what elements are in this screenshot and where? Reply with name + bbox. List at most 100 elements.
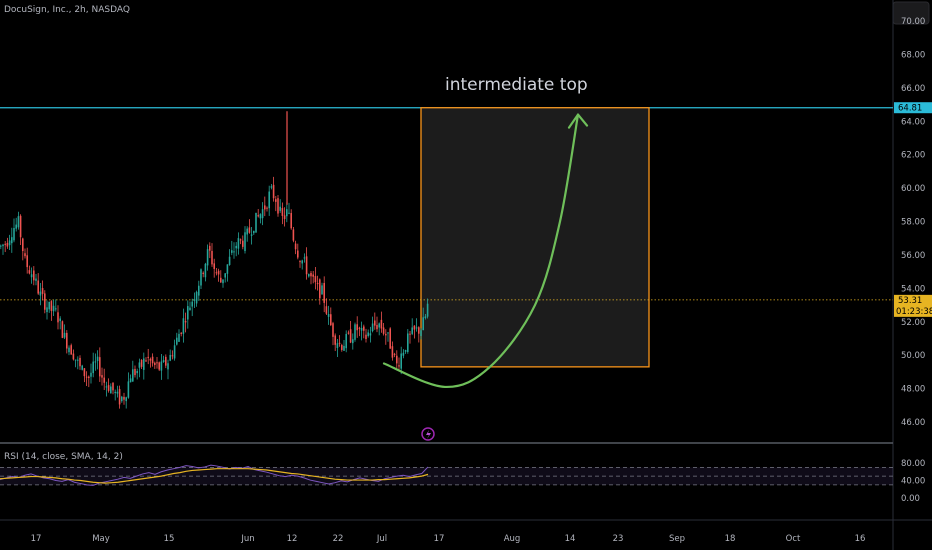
candle-body bbox=[378, 323, 380, 328]
candle-body bbox=[272, 184, 275, 199]
rsi-ma-line bbox=[0, 468, 429, 484]
candle-body bbox=[283, 215, 286, 220]
candle-body bbox=[107, 385, 110, 391]
current-price-label: 53.31 bbox=[898, 296, 922, 306]
time-tick-label: Oct bbox=[786, 534, 801, 544]
price-axis: 46.00 48.00 50.00 52.00 54.00 56.00 58.00 60.00… bbox=[901, 17, 925, 428]
candle-body bbox=[303, 257, 306, 259]
candle-body bbox=[178, 333, 180, 342]
candle-body bbox=[209, 245, 211, 251]
candle-body bbox=[413, 325, 416, 330]
candle-body bbox=[182, 318, 185, 334]
candle-body bbox=[220, 277, 222, 283]
candle-body bbox=[202, 272, 204, 274]
candle-body bbox=[44, 293, 46, 310]
price-tick-label: 68.00 bbox=[901, 50, 925, 60]
candle-body bbox=[41, 288, 44, 294]
candle-body bbox=[239, 239, 242, 241]
candle-body bbox=[382, 327, 385, 334]
candle-body bbox=[132, 369, 134, 382]
candle-body bbox=[246, 228, 248, 235]
candle-body bbox=[50, 301, 53, 311]
candle-body bbox=[244, 232, 246, 252]
candle-body bbox=[358, 327, 361, 329]
candle-body bbox=[83, 368, 86, 377]
candle-body bbox=[48, 301, 50, 310]
price-tick-label: 70.00 bbox=[901, 17, 925, 27]
candle-body bbox=[299, 261, 301, 263]
arrow-head-icon bbox=[567, 113, 589, 129]
candle-body bbox=[162, 360, 165, 362]
candle-body bbox=[160, 361, 163, 371]
candle-body bbox=[129, 378, 132, 383]
candle-body bbox=[250, 234, 253, 236]
candle-body bbox=[345, 333, 347, 349]
candle-body bbox=[374, 320, 376, 326]
candle-body bbox=[266, 207, 268, 209]
candle-body bbox=[215, 272, 218, 274]
candle-body bbox=[294, 243, 297, 250]
candles bbox=[0, 111, 429, 409]
candle-body bbox=[253, 230, 255, 234]
candle-body bbox=[13, 228, 15, 241]
candle-body bbox=[387, 332, 389, 334]
candle-body bbox=[352, 339, 354, 344]
candle-body bbox=[396, 355, 398, 364]
candle-body bbox=[52, 305, 55, 312]
candle-body bbox=[316, 283, 319, 285]
candle-body bbox=[305, 256, 308, 275]
candle-body bbox=[391, 346, 394, 358]
price-tick-label: 46.00 bbox=[901, 418, 925, 428]
candle-body bbox=[88, 376, 90, 379]
candle-body bbox=[39, 291, 42, 296]
candle-body bbox=[314, 276, 317, 283]
candle-body bbox=[85, 376, 88, 378]
candle-body bbox=[79, 357, 81, 367]
price-tick-label: 64.00 bbox=[901, 117, 925, 127]
candle-body bbox=[184, 321, 187, 323]
candle-body bbox=[165, 356, 167, 366]
candle-body bbox=[99, 357, 101, 377]
candle-body bbox=[347, 332, 350, 334]
candle-body bbox=[292, 229, 295, 241]
target-box[interactable] bbox=[420, 107, 650, 368]
rsi-tick-label: 40.00 bbox=[901, 477, 925, 487]
candle-body bbox=[224, 273, 226, 278]
candle-body bbox=[94, 361, 97, 363]
candle-body bbox=[323, 283, 325, 303]
price-tick-label: 60.00 bbox=[901, 184, 925, 194]
candle-body bbox=[19, 215, 22, 238]
candle-body bbox=[193, 299, 196, 301]
candle-body bbox=[72, 353, 75, 360]
candle-body bbox=[180, 332, 182, 334]
candle-body bbox=[8, 240, 11, 246]
candle-body bbox=[264, 205, 266, 210]
candle-body bbox=[189, 307, 191, 311]
price-tick-label: 62.00 bbox=[901, 151, 925, 161]
candle-body bbox=[101, 375, 103, 378]
time-tick-label: Jul bbox=[376, 534, 387, 544]
candle-body bbox=[288, 212, 290, 214]
intermediate-top-annotation[interactable]: intermediate top bbox=[445, 75, 588, 95]
candle-body bbox=[226, 264, 229, 274]
candle-body bbox=[257, 215, 259, 217]
time-tick-label: Aug bbox=[504, 534, 521, 544]
candle-body bbox=[2, 244, 4, 247]
rsi-band bbox=[0, 467, 893, 485]
candle-body bbox=[74, 359, 77, 361]
projection-arrow[interactable] bbox=[382, 113, 580, 389]
candle-body bbox=[327, 313, 330, 317]
candle-body bbox=[290, 213, 292, 229]
candle-body bbox=[354, 324, 356, 340]
candle-body bbox=[426, 303, 429, 317]
candle-body bbox=[105, 386, 108, 388]
candle-body bbox=[55, 308, 57, 310]
candle-body bbox=[125, 397, 127, 402]
candle-body bbox=[301, 260, 303, 264]
candle-body bbox=[198, 285, 200, 296]
candle-body bbox=[46, 307, 48, 313]
candle-body bbox=[235, 245, 237, 249]
candle-body bbox=[404, 350, 407, 352]
candle-body bbox=[206, 249, 209, 266]
